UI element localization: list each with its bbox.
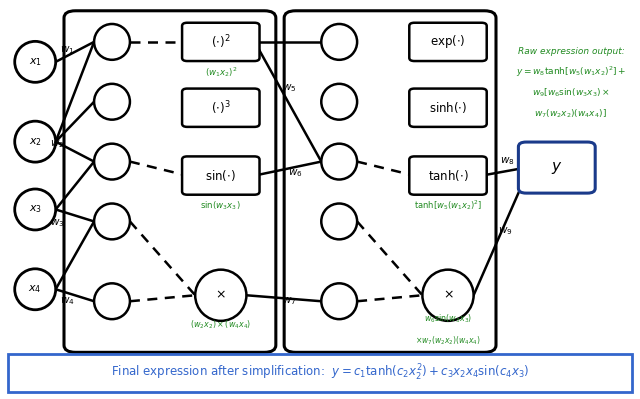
Ellipse shape — [15, 121, 56, 162]
Ellipse shape — [94, 24, 130, 60]
Text: $w_4$: $w_4$ — [60, 295, 74, 307]
Text: $w_6$: $w_6$ — [288, 168, 303, 180]
FancyBboxPatch shape — [64, 11, 276, 352]
Text: $\tanh[w_5(w_1x_2)^2]$: $\tanh[w_5(w_1x_2)^2]$ — [414, 199, 482, 212]
Text: $\times w_7(w_2x_2)(w_4x_4)$: $\times w_7(w_2x_2)(w_4x_4)$ — [415, 335, 481, 348]
Text: $(w_1x_2)^2$: $(w_1x_2)^2$ — [205, 65, 237, 79]
Text: $\times$: $\times$ — [216, 289, 226, 302]
Text: $y$: $y$ — [551, 160, 563, 176]
FancyBboxPatch shape — [410, 156, 486, 195]
Ellipse shape — [15, 269, 56, 310]
Text: Raw expression output:: Raw expression output: — [518, 47, 624, 56]
Text: $\times$: $\times$ — [443, 289, 453, 302]
FancyBboxPatch shape — [284, 11, 496, 352]
FancyBboxPatch shape — [410, 23, 486, 61]
FancyBboxPatch shape — [182, 89, 260, 127]
Ellipse shape — [321, 144, 357, 180]
Ellipse shape — [321, 203, 357, 239]
Ellipse shape — [321, 84, 357, 120]
FancyBboxPatch shape — [182, 23, 260, 61]
Ellipse shape — [94, 203, 130, 239]
Text: $(w_2x_2)\times(w_4x_4)$: $(w_2x_2)\times(w_4x_4)$ — [190, 319, 252, 332]
Ellipse shape — [422, 270, 474, 321]
Text: $w_9$: $w_9$ — [499, 225, 513, 237]
Text: $x_1$: $x_1$ — [29, 56, 42, 68]
Text: $w_5$: $w_5$ — [282, 82, 296, 94]
FancyBboxPatch shape — [8, 354, 632, 392]
Text: $x_3$: $x_3$ — [29, 203, 42, 215]
Text: Final expression after simplification:  $y = c_1\tanh(c_2x_2^2) + c_3x_2x_4\sin(: Final expression after simplification: $… — [111, 363, 529, 383]
Text: $\sin(w_3x_3)$: $\sin(w_3x_3)$ — [200, 199, 241, 212]
Text: $x_4$: $x_4$ — [29, 283, 42, 295]
Text: $x_2$: $x_2$ — [29, 136, 42, 148]
Text: $w_2$: $w_2$ — [51, 138, 65, 150]
Text: $w_6\sin(w_3x_3)$: $w_6\sin(w_3x_3)$ — [424, 313, 472, 326]
Text: $w_1$: $w_1$ — [60, 44, 74, 56]
Text: $w_3$: $w_3$ — [51, 217, 65, 229]
Text: $(\cdot)^3$: $(\cdot)^3$ — [211, 99, 230, 117]
Ellipse shape — [321, 283, 357, 319]
Ellipse shape — [94, 84, 130, 120]
Text: $\exp(\cdot)$: $\exp(\cdot)$ — [430, 34, 466, 50]
Text: $w_7$: $w_7$ — [282, 295, 296, 307]
Ellipse shape — [195, 270, 246, 321]
Text: $\sinh(\cdot)$: $\sinh(\cdot)$ — [429, 100, 467, 115]
Ellipse shape — [15, 189, 56, 230]
Ellipse shape — [15, 41, 56, 82]
Ellipse shape — [94, 144, 130, 180]
Ellipse shape — [321, 24, 357, 60]
FancyBboxPatch shape — [410, 89, 486, 127]
Text: $\tanh(\cdot)$: $\tanh(\cdot)$ — [428, 168, 468, 183]
Text: $(\cdot)^2$: $(\cdot)^2$ — [211, 33, 230, 51]
FancyBboxPatch shape — [182, 156, 260, 195]
Text: $w_9[w_6\mathrm{sin}(w_3x_3)\times$: $w_9[w_6\mathrm{sin}(w_3x_3)\times$ — [532, 86, 610, 99]
Text: $w_8$: $w_8$ — [500, 155, 515, 167]
Text: $w_7(w_2x_2)(w_4x_4)]$: $w_7(w_2x_2)(w_4x_4)]$ — [534, 107, 607, 120]
Ellipse shape — [94, 283, 130, 319]
FancyBboxPatch shape — [518, 142, 595, 193]
Text: $\sin(\cdot)$: $\sin(\cdot)$ — [205, 168, 236, 183]
Text: $y = w_8\mathrm{tanh}[w_5(w_1x_2)^2] +$: $y = w_8\mathrm{tanh}[w_5(w_1x_2)^2] +$ — [516, 65, 626, 79]
